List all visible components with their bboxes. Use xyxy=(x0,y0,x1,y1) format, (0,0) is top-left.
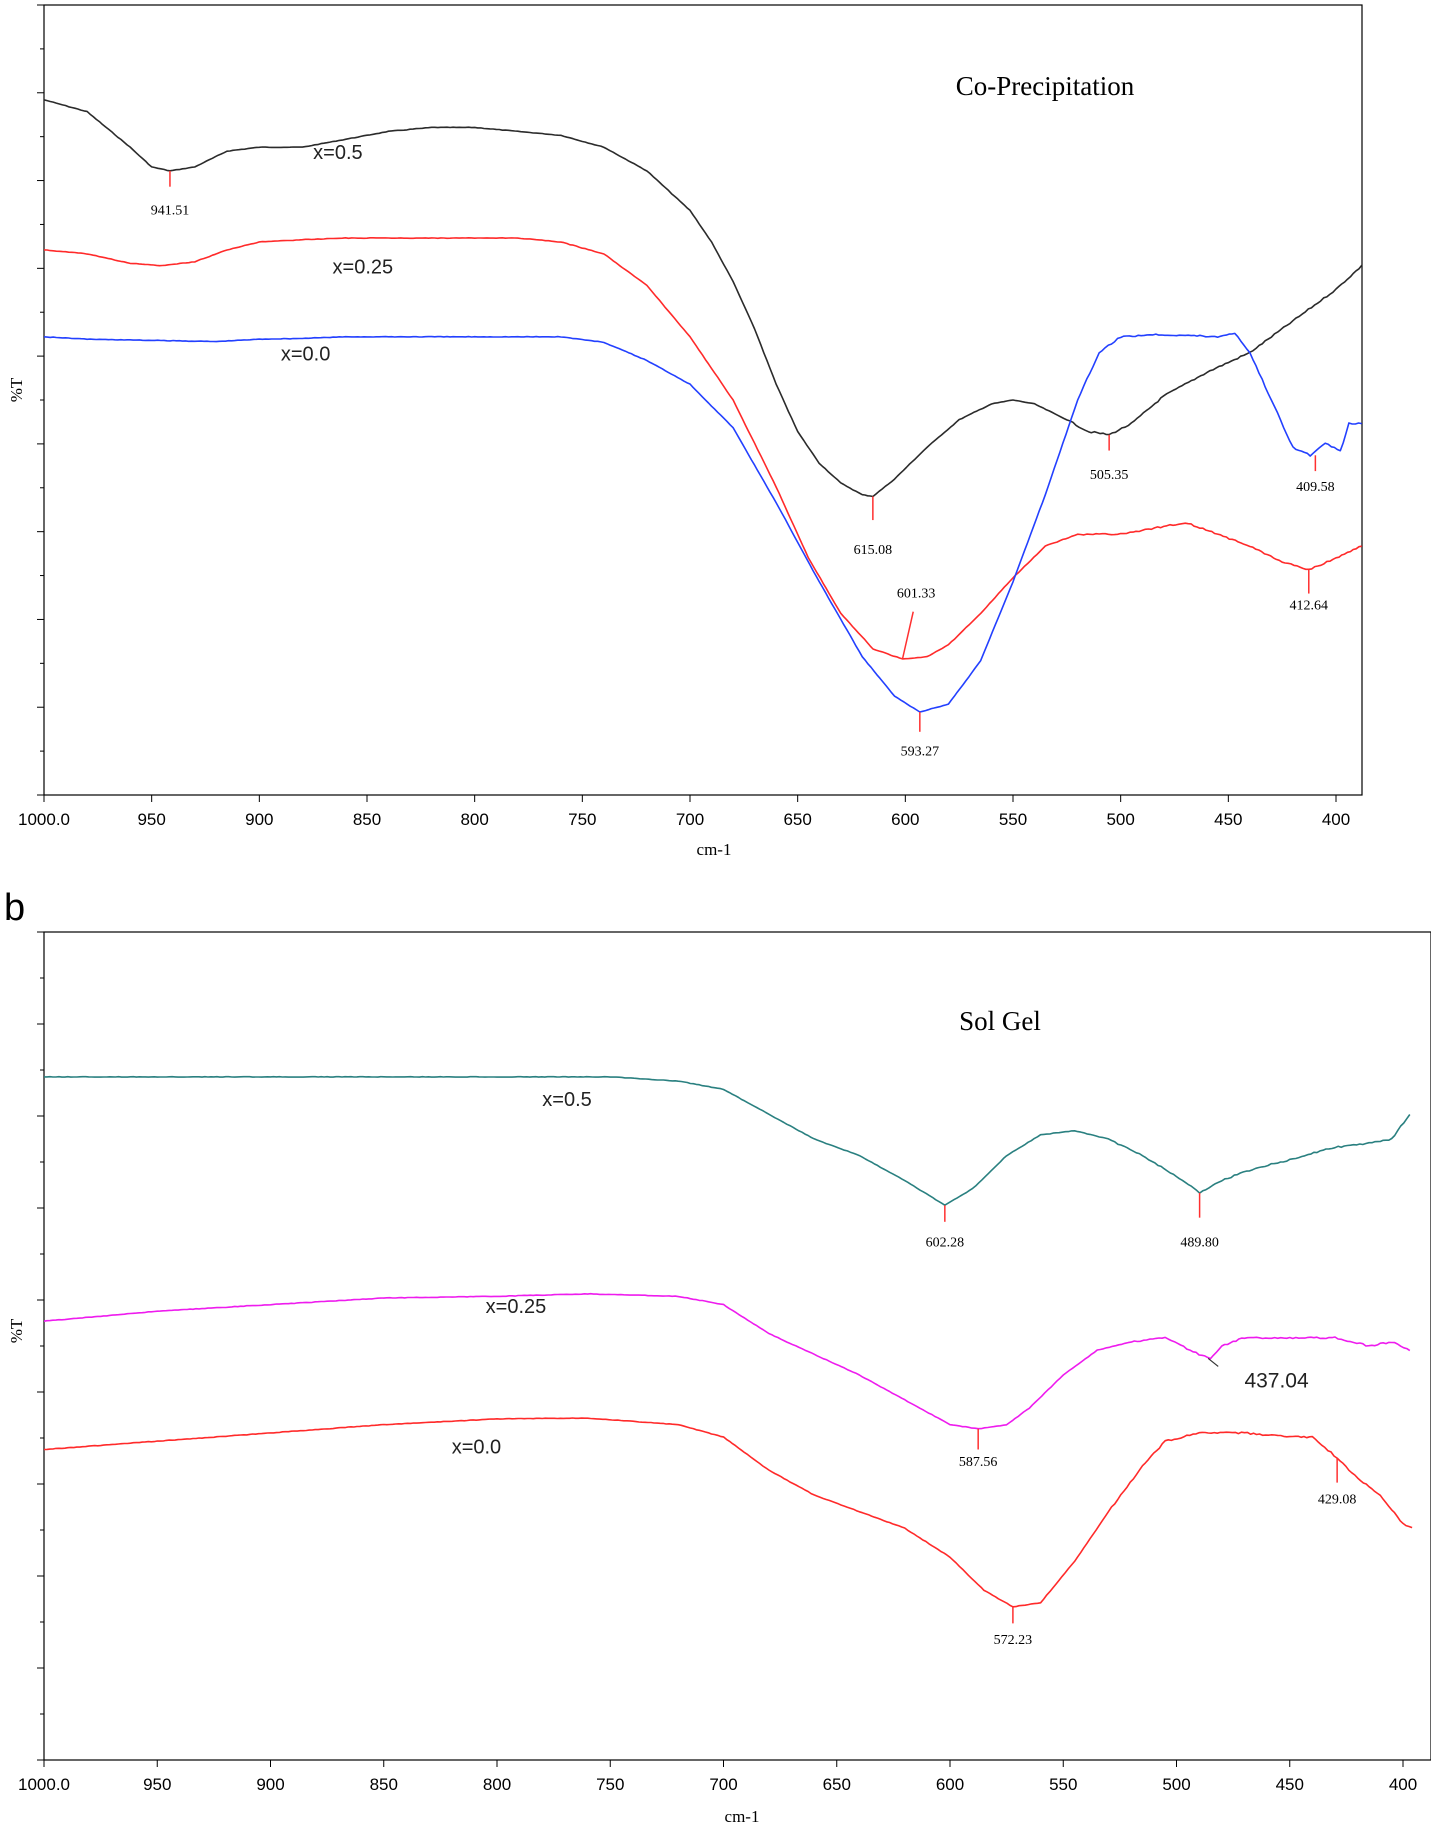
x-tick-label: 900 xyxy=(256,1775,284,1794)
series-line xyxy=(43,237,1362,660)
x-axis-ticks: 1000.0 950 900 850 800 750 700 650 600 550 500 450 4… xyxy=(18,795,1350,829)
peak-marker: 409.58 xyxy=(1296,455,1335,495)
x-tick-label: 400 xyxy=(1322,810,1350,829)
x-tick-label: 700 xyxy=(709,1775,737,1794)
y-axis-ticks xyxy=(37,4,44,796)
peak-label: 409.58 xyxy=(1296,480,1335,495)
peak-label: 437.04 xyxy=(1244,1369,1309,1392)
peak-label: 941.51 xyxy=(151,203,190,218)
x-axis-label: cm-1 xyxy=(725,1807,760,1826)
peak-marker: 587.56 xyxy=(959,1428,998,1470)
x-tick-label: 600 xyxy=(891,810,919,829)
x-tick-label: 700 xyxy=(676,810,704,829)
x-tick-label: 600 xyxy=(936,1775,964,1794)
series-x=0.0: x=0.0 572.23 429.08 xyxy=(43,1417,1413,1648)
x-tick-label: 450 xyxy=(1214,810,1242,829)
chart-title: Co-Precipitation xyxy=(956,71,1135,101)
x-tick-label: 1000.0 xyxy=(18,1775,70,1794)
series-line xyxy=(43,1292,1411,1430)
x-tick-label: 550 xyxy=(1049,1775,1077,1794)
y-axis-label: %T xyxy=(7,377,26,402)
x-axis-ticks: 1000.0 950 900 850 800 750 700 650 600 550 500 450 4… xyxy=(18,1760,1417,1794)
series-x=0.25: x=0.25 601.33 412.64 xyxy=(43,237,1362,660)
y-axis-ticks xyxy=(37,931,44,1761)
peak-marker: 941.51 xyxy=(151,170,190,218)
x-tick-label: 550 xyxy=(999,810,1027,829)
series-x=0.5: x=0.5 602.28 489.80 xyxy=(44,1075,1411,1251)
sol-gel-panel: b Sol Gel %T cm-1 1000.0 950 900 850 800 750 7… xyxy=(4,887,1431,1826)
series-line xyxy=(44,1075,1411,1206)
peak-label: 593.27 xyxy=(901,745,940,760)
peak-marker: 429.08 xyxy=(1318,1457,1357,1507)
x-tick-label: 750 xyxy=(568,810,596,829)
peak-marker: 601.33 xyxy=(897,587,936,660)
series-line xyxy=(43,99,1363,498)
peak-label: 489.80 xyxy=(1180,1236,1219,1251)
series-label: x=0.25 xyxy=(333,257,394,279)
y-axis-label: %T xyxy=(7,1318,26,1343)
x-tick-label: 500 xyxy=(1106,810,1134,829)
x-tick-label: 950 xyxy=(143,1775,171,1794)
x-tick-label: 650 xyxy=(823,1775,851,1794)
x-tick-label: 750 xyxy=(596,1775,624,1794)
series-line xyxy=(43,1417,1413,1608)
x-tick-label: 450 xyxy=(1276,1775,1304,1794)
co-precipitation-panel: Co-Precipitation %T cm-1 1000.0 950 900 850… xyxy=(7,4,1363,859)
peak-label: 412.64 xyxy=(1290,598,1329,613)
peak-marker: 505.35 xyxy=(1090,434,1129,483)
peak-label: 602.28 xyxy=(926,1236,965,1251)
peak-label: 572.23 xyxy=(994,1633,1033,1648)
series-line xyxy=(43,332,1362,713)
peak-label: 429.08 xyxy=(1318,1492,1357,1507)
x-tick-label: 650 xyxy=(783,810,811,829)
x-tick-label: 800 xyxy=(460,810,488,829)
peak-marker: 593.27 xyxy=(901,712,940,760)
peak-label: 505.35 xyxy=(1090,468,1129,483)
series-group: x=0.5 602.28 489.80 x=0.25 587.56 437.04 x=0.0… xyxy=(43,1075,1413,1648)
peak-label: 601.33 xyxy=(897,587,936,602)
peak-marker: 615.08 xyxy=(854,496,893,558)
peak-marker: 572.23 xyxy=(994,1606,1033,1648)
series-x=0.0: x=0.0 593.27 xyxy=(43,332,1362,760)
series-x=0.25: x=0.25 587.56 437.04 xyxy=(43,1292,1411,1470)
series-label: x=0.5 xyxy=(542,1089,591,1111)
series-group: x=0.5 941.51 615.08 505.35 409.58 x=0.25 601.3… xyxy=(43,99,1363,760)
x-tick-label: 850 xyxy=(370,1775,398,1794)
x-tick-label: 950 xyxy=(137,810,165,829)
plot-frame xyxy=(43,4,1363,796)
panel-label: b xyxy=(4,887,25,929)
peak-tick xyxy=(1207,1357,1219,1367)
chart-title: Sol Gel xyxy=(959,1006,1041,1036)
peak-tick xyxy=(901,611,914,660)
peak-marker: 489.80 xyxy=(1180,1192,1219,1251)
x-axis-label: cm-1 xyxy=(697,840,732,859)
series-x=0.5: x=0.5 941.51 615.08 505.35 409.58 xyxy=(43,99,1363,558)
series-label: x=0.0 xyxy=(452,1437,501,1459)
peak-label: 615.08 xyxy=(854,543,893,558)
x-tick-label: 850 xyxy=(353,810,381,829)
x-tick-label: 900 xyxy=(245,810,273,829)
peak-label: 587.56 xyxy=(959,1455,998,1470)
x-tick-label: 1000.0 xyxy=(18,810,70,829)
series-label: x=0.5 xyxy=(313,142,362,164)
peak-marker: 412.64 xyxy=(1290,569,1329,613)
peak-marker: 437.04 xyxy=(1207,1357,1309,1392)
x-tick-label: 800 xyxy=(483,1775,511,1794)
x-tick-label: 500 xyxy=(1162,1775,1190,1794)
peak-marker: 602.28 xyxy=(926,1205,965,1251)
series-label: x=0.25 xyxy=(486,1296,547,1318)
series-label: x=0.0 xyxy=(281,344,330,366)
x-tick-label: 400 xyxy=(1389,1775,1417,1794)
